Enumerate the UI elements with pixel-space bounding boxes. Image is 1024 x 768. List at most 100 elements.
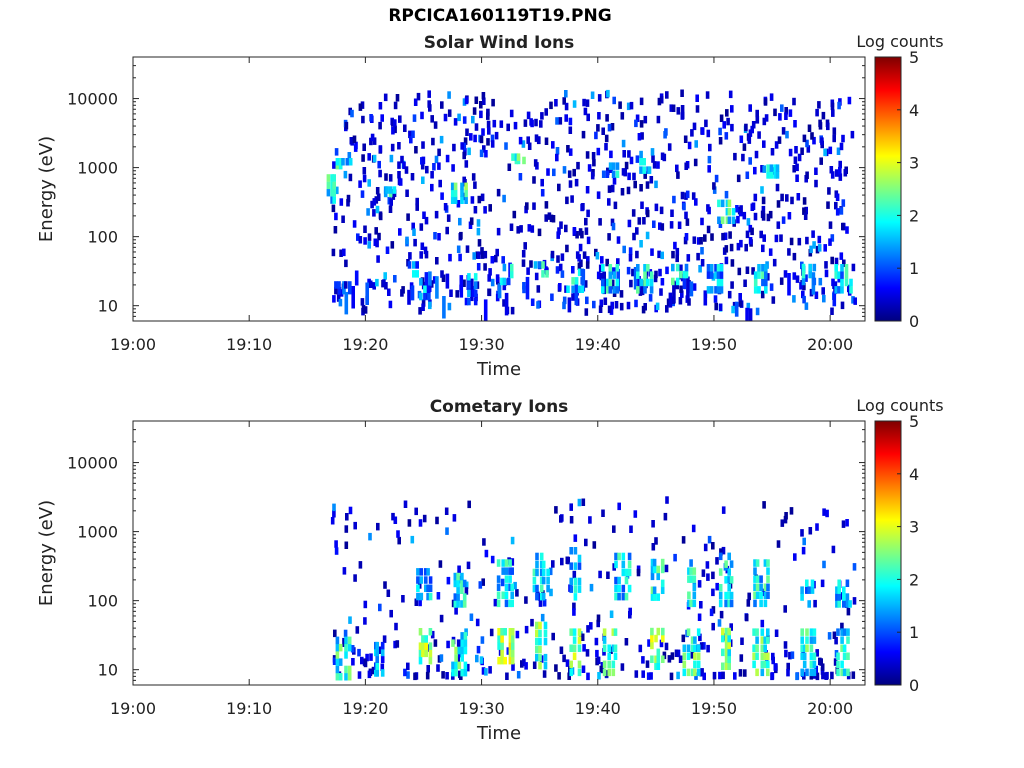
heatmap-cell: [507, 163, 512, 171]
heatmap-cell: [355, 626, 360, 634]
heatmap-cell: [718, 552, 723, 561]
heatmap-cell: [486, 138, 490, 146]
heatmap-cell: [453, 196, 458, 204]
heatmap-cell: [660, 152, 665, 160]
heatmap-cell: [840, 264, 844, 272]
heatmap-cell: [569, 628, 573, 636]
heatmap-cell: [415, 203, 419, 211]
colorbar-tick-label: 3: [909, 154, 919, 173]
heatmap-cell: [663, 131, 667, 139]
heatmap-cell: [646, 278, 650, 287]
heatmap-cell: [610, 218, 615, 227]
heatmap-cell: [541, 592, 546, 601]
heatmap-cell: [668, 292, 673, 308]
heatmap-cell: [752, 652, 756, 660]
heatmap-cell: [463, 646, 468, 655]
heatmap-cell: [624, 592, 629, 601]
heatmap-cell: [785, 130, 789, 139]
heatmap-cell: [468, 221, 473, 229]
heatmap-cell: [343, 629, 348, 638]
axes-box: [132, 56, 866, 322]
heatmap-cell: [334, 547, 339, 555]
heatmap-cell: [500, 649, 504, 658]
heatmap-cell: [840, 278, 844, 287]
heatmap-cell: [732, 301, 737, 310]
heatmap-cell: [332, 181, 336, 190]
heatmap-cell: [535, 584, 539, 593]
heatmap-cell: [453, 572, 458, 581]
heatmap-cell: [772, 258, 777, 267]
heatmap-cell: [435, 276, 439, 299]
heatmap-cell: [622, 245, 626, 254]
heatmap-cell: [361, 115, 365, 124]
heatmap-cell: [376, 255, 380, 263]
heatmap-cell: [489, 628, 494, 637]
heatmap-cell: [457, 113, 461, 122]
heatmap-cell: [718, 568, 723, 576]
heatmap-cell: [718, 584, 723, 592]
heatmap-cell: [334, 540, 338, 548]
heatmap-cell: [500, 628, 504, 636]
heatmap-cell: [335, 665, 340, 674]
heatmap-cell: [579, 259, 583, 267]
heatmap-cell: [660, 579, 665, 588]
heatmap-cell: [800, 628, 804, 636]
heatmap-cell: [843, 169, 848, 177]
heatmap-cell: [500, 578, 505, 587]
heatmap-cell: [445, 154, 450, 163]
heatmap-cell: [362, 174, 367, 183]
heatmap-cell: [826, 201, 830, 209]
heatmap-cell: [667, 143, 672, 151]
heatmap-cell: [424, 584, 428, 592]
heatmap-cell: [353, 521, 357, 530]
heatmap-cell: [687, 599, 691, 608]
heatmap-cell: [614, 301, 619, 309]
heatmap-cell: [383, 93, 388, 102]
heatmap-cell: [590, 171, 595, 180]
heatmap-cell: [424, 635, 428, 643]
heatmap-cell: [431, 137, 435, 146]
heatmap-cell: [614, 584, 618, 593]
heatmap-cell: [706, 644, 710, 653]
heatmap-cell: [851, 296, 855, 304]
heatmap-cell: [513, 581, 517, 590]
heatmap-cell: [698, 633, 702, 642]
heatmap-cell: [554, 506, 558, 514]
heatmap-cell: [476, 645, 481, 654]
heatmap-cell: [521, 259, 526, 267]
heatmap-cell: [388, 186, 393, 194]
heatmap-cell: [538, 593, 542, 601]
heatmap-cell: [428, 642, 433, 650]
heatmap-cell: [809, 644, 814, 652]
colorbar-tick-label: 2: [909, 570, 919, 589]
heatmap-cell: [842, 628, 847, 636]
heatmap-cell: [557, 672, 561, 680]
heatmap-cell: [703, 290, 708, 306]
heatmap-cell: [508, 628, 513, 636]
heatmap-cell: [853, 297, 857, 305]
heatmap-cell: [825, 509, 829, 518]
heatmap-cell: [602, 668, 607, 677]
heatmap-cell: [490, 140, 495, 148]
heatmap-cell: [533, 159, 538, 167]
heatmap-cell: [768, 248, 773, 256]
heatmap-cell: [814, 291, 819, 299]
heatmap-cell: [501, 256, 505, 264]
heatmap-cell: [372, 154, 377, 163]
heatmap-cell: [793, 553, 797, 561]
heatmap-cell: [840, 660, 844, 669]
heatmap-cell: [596, 614, 601, 622]
heatmap-cell: [424, 642, 428, 650]
heatmap-cell: [710, 233, 714, 241]
heatmap-cell: [596, 619, 600, 628]
heatmap-cell: [640, 280, 645, 296]
heatmap-cell: [457, 661, 462, 670]
heatmap-cell: [636, 286, 640, 294]
heatmap-cell: [592, 300, 596, 309]
heatmap-cell: [541, 568, 546, 577]
heatmap-cell: [815, 108, 819, 117]
heatmap-cell: [341, 215, 345, 223]
heatmap-cell: [626, 301, 631, 310]
heatmap-cell: [508, 575, 512, 583]
heatmap-cell: [455, 290, 459, 298]
